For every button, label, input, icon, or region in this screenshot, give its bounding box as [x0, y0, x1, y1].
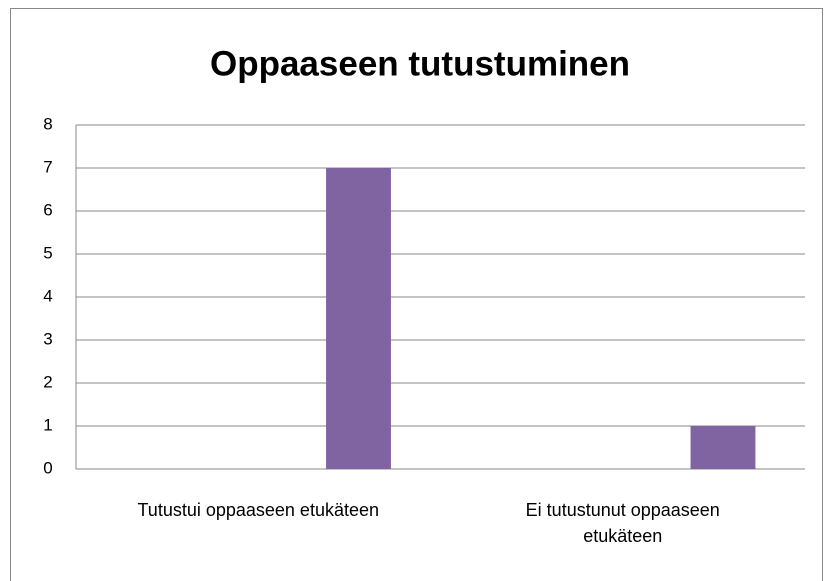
chart-border	[10, 8, 823, 581]
y-tick-label: 5	[43, 243, 52, 262]
y-tick-label: 3	[43, 329, 52, 348]
chart-title: Oppaaseen tutustuminen	[210, 44, 630, 83]
bar	[326, 168, 391, 469]
y-tick-label: 7	[43, 157, 52, 176]
y-tick-label: 4	[43, 286, 52, 305]
y-tick-label: 2	[43, 372, 52, 391]
bar	[690, 426, 756, 469]
y-tick-label: 0	[43, 458, 52, 477]
y-tick-label: 6	[43, 200, 52, 219]
y-tick-label: 1	[43, 415, 52, 434]
x-tick-label: Ei tutustunut oppaaseen etukäteen	[525, 500, 720, 546]
y-tick-label: 8	[43, 114, 52, 133]
x-tick-label: Tutustui oppaaseen etukäteen	[137, 500, 379, 520]
